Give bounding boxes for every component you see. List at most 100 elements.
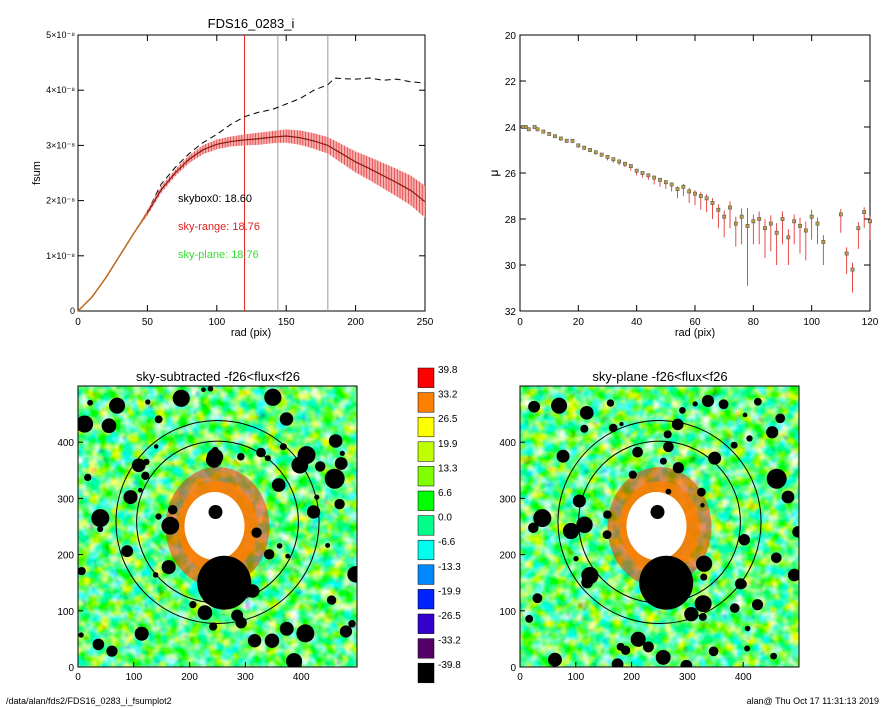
mask-blob — [751, 599, 764, 611]
sb-point — [681, 184, 686, 189]
mask-blob — [663, 441, 674, 453]
profile-annotation-sky-plane: sky-plane: 18.76 — [178, 249, 259, 261]
mask-blob — [106, 645, 118, 657]
mask-blob — [528, 522, 539, 534]
image-xtick-label: 300 — [679, 672, 696, 683]
mask-blob — [770, 652, 778, 660]
mask-blob — [286, 653, 303, 667]
sb-point — [541, 129, 546, 134]
image-frame — [77, 385, 358, 668]
mask-blob — [528, 400, 541, 413]
colorbar-swatch — [417, 367, 435, 388]
colorbar-label: -6.6 — [438, 537, 456, 548]
mask-blob — [573, 556, 579, 562]
mask-blob — [738, 533, 751, 546]
sb-point — [663, 180, 668, 185]
profile-ytick-label: 5×10⁻⁸ — [46, 30, 75, 40]
mask-blob — [207, 386, 214, 392]
sky-plane-image: sky-plane -f26<flux<f26 0 100 200 300 400 0 10… — [499, 369, 800, 683]
image-ytick-label: 100 — [57, 607, 74, 618]
mask-blob — [296, 624, 315, 643]
sb-axes-frame — [519, 34, 871, 312]
profile-ytick-label: 2×10⁻⁸ — [46, 196, 75, 206]
sb-point — [669, 182, 674, 187]
image-frame — [519, 385, 800, 668]
mask-blob — [787, 568, 799, 582]
mask-blob — [730, 441, 738, 449]
sb-point — [868, 219, 872, 224]
mask-blob — [679, 407, 686, 414]
mask-blob — [251, 527, 262, 538]
mask-blob — [334, 498, 345, 510]
mask-blob — [92, 638, 105, 651]
profile-xtick-label: 200 — [347, 317, 364, 328]
star-mask-top — [109, 397, 126, 414]
mask-blob — [264, 388, 282, 406]
center-saturated — [626, 492, 687, 561]
colorbar-swatch — [417, 589, 435, 610]
sb-point — [634, 168, 639, 173]
sb-ytick-label: 32 — [505, 307, 517, 318]
mask-blob — [663, 430, 672, 439]
sb-point — [523, 125, 528, 129]
image-ytick-label: 100 — [499, 607, 516, 618]
mask-blob — [672, 462, 685, 474]
mask-blob — [328, 434, 343, 448]
sb-ytick-label: 28 — [505, 215, 517, 226]
sb-point — [576, 143, 581, 148]
sb-ytick-label: 30 — [505, 261, 517, 272]
sb-point — [640, 171, 645, 175]
sb-point — [856, 226, 861, 231]
sb-point — [774, 230, 779, 235]
sb-point — [593, 150, 598, 155]
sb-point — [564, 138, 569, 143]
mask-blob — [209, 622, 218, 631]
mask-blob — [279, 443, 287, 451]
image-xtick-label: 200 — [181, 672, 198, 683]
sb-point — [710, 201, 715, 205]
sb-point — [605, 155, 610, 159]
image-ytick-label: 0 — [510, 663, 516, 674]
mask-blob — [84, 473, 92, 482]
mask-blob — [695, 555, 713, 572]
sb-point — [803, 228, 808, 233]
colorbar-swatch — [417, 441, 435, 462]
sb-point — [611, 157, 616, 162]
mask-blob — [579, 405, 594, 420]
mask-blob — [201, 387, 206, 393]
mask-blob — [285, 553, 291, 559]
mask-blob — [708, 451, 722, 465]
center-star-mask — [208, 505, 223, 520]
mask-blob — [78, 415, 94, 433]
mask-blob — [279, 412, 294, 426]
sb-point — [652, 175, 657, 180]
sb-point — [728, 205, 732, 210]
mask-blob — [718, 399, 729, 410]
sb-point — [658, 178, 662, 182]
sb-ylabel: μ — [487, 169, 501, 176]
mask-blob — [137, 487, 143, 493]
sb-point — [763, 226, 767, 231]
mask-blob — [729, 603, 740, 613]
sb-point — [844, 251, 849, 256]
profile-series-inner — [77, 212, 148, 312]
sb-point — [698, 194, 703, 198]
mask-blob — [556, 449, 570, 463]
colorbar-swatch — [417, 416, 435, 438]
mask-blob — [325, 542, 331, 548]
sb-point — [588, 148, 592, 152]
mask-blob — [279, 621, 294, 636]
profile-annotation-skybox0: skybox0: 18.60 — [178, 193, 252, 205]
sb-point — [582, 145, 587, 150]
colorbar-swatch — [417, 662, 435, 684]
mask-blob — [161, 560, 176, 575]
aperture-ellipse — [578, 440, 741, 604]
sb-point — [780, 217, 785, 221]
colorbar-swatch — [417, 515, 435, 536]
mask-blob — [671, 418, 684, 431]
mask-blob — [532, 593, 543, 604]
sb-point — [739, 214, 744, 219]
sb-point — [532, 125, 537, 129]
